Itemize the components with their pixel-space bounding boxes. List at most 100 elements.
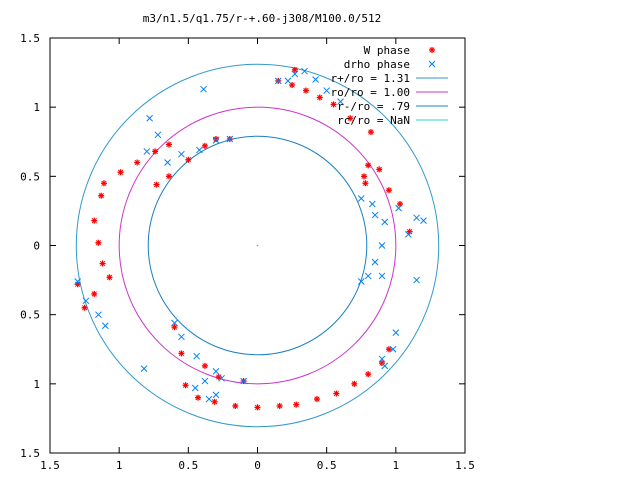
point-stroke — [134, 159, 140, 166]
point-stroke — [91, 217, 97, 224]
drho-phase-point — [312, 76, 319, 83]
drho-phase-point — [378, 355, 386, 363]
point-stroke — [216, 374, 222, 380]
drho-phase-point — [240, 377, 248, 385]
y-tick-label: 0 — [33, 240, 40, 253]
point-stroke — [351, 381, 357, 387]
drho-phase-point — [193, 352, 200, 360]
point-stroke — [98, 193, 104, 199]
cross-stroke — [171, 319, 178, 327]
cross-stroke — [395, 204, 402, 212]
point-stroke — [91, 291, 97, 297]
legend-cross-marker — [428, 60, 436, 68]
cross-stroke — [178, 150, 185, 158]
drho-phase-point — [154, 131, 162, 139]
w-phase-point — [365, 162, 372, 169]
drho-phase-point — [291, 70, 299, 78]
drho-phase-point — [378, 242, 386, 249]
w-phase-point — [165, 141, 172, 148]
cross-stroke — [240, 377, 248, 385]
w-phase-point — [106, 274, 113, 281]
point-stroke — [361, 173, 367, 179]
w-phase-point — [98, 192, 105, 199]
cross-stroke — [164, 159, 171, 166]
cross-stroke — [212, 368, 220, 375]
drho-phase-point — [371, 211, 379, 219]
point-stroke — [99, 260, 106, 267]
point-stroke — [202, 143, 208, 149]
drho-phase-point — [381, 362, 389, 370]
point-stroke — [185, 157, 191, 163]
data-series — [74, 66, 427, 411]
drho-phase-point — [74, 278, 82, 285]
drho-phase-point — [395, 204, 402, 212]
w-phase-point — [365, 371, 372, 378]
radius-circle — [118, 106, 397, 385]
cross-stroke — [381, 218, 389, 226]
drho-phase-point — [389, 345, 397, 353]
radius-circle — [75, 63, 440, 428]
point-stroke — [101, 180, 107, 186]
cross-stroke — [323, 87, 331, 94]
cross-stroke — [200, 85, 207, 93]
drho-phase-point — [274, 77, 282, 85]
point-stroke — [317, 94, 323, 101]
point-stroke — [362, 180, 369, 186]
cross-stroke — [201, 377, 209, 385]
cross-stroke — [291, 70, 299, 78]
cross-stroke — [146, 114, 153, 122]
point-stroke — [365, 162, 371, 168]
drho-phase-point — [143, 148, 151, 155]
point-stroke — [232, 403, 239, 409]
cross-stroke — [413, 214, 420, 222]
point-stroke — [293, 401, 299, 408]
x-tick-label: 1 — [116, 459, 123, 472]
drho-phase-point — [140, 365, 148, 372]
point-stroke — [292, 67, 298, 73]
w-phase-point — [362, 180, 369, 187]
w-phase-point — [232, 402, 239, 409]
drho-phase-point — [200, 85, 207, 93]
cross-stroke — [274, 77, 282, 85]
w-phase-point — [99, 260, 106, 267]
y-tick-label: 1 — [33, 101, 40, 114]
w-phase-point — [213, 135, 219, 142]
point-stroke — [376, 166, 382, 173]
drho-phase-point — [178, 150, 185, 158]
cross-stroke — [378, 272, 386, 280]
drho-phase-point — [378, 272, 386, 280]
w-phase-point — [195, 394, 202, 401]
y-tick-label: 1.5 — [20, 447, 40, 460]
cross-stroke — [193, 352, 200, 360]
drho-phase-point — [101, 322, 109, 330]
drho-phase-point — [413, 276, 420, 284]
legend-point-marker — [429, 47, 435, 53]
drho-phase-point — [212, 137, 220, 144]
point-stroke — [368, 129, 374, 135]
legend-label: rc/ro = NaN — [337, 114, 410, 127]
radius-circle — [147, 135, 368, 356]
point-stroke — [106, 274, 113, 280]
cross-stroke — [284, 77, 292, 85]
w-phase-point — [293, 401, 300, 408]
drho-phase-point — [284, 77, 292, 85]
point-stroke — [195, 395, 201, 401]
w-phase-point — [91, 217, 98, 224]
cross-stroke — [212, 137, 220, 144]
w-phase-point — [171, 324, 178, 331]
y-tick-label: 0.5 — [20, 170, 40, 183]
w-phase-point — [178, 350, 185, 357]
cross-stroke — [312, 76, 319, 83]
drho-phase-point — [196, 146, 203, 154]
cross-stroke — [378, 355, 386, 363]
cross-stroke — [357, 278, 365, 285]
point-stroke — [289, 82, 295, 88]
cross-stroke — [154, 131, 162, 139]
point-stroke — [314, 396, 320, 402]
w-phase-point — [385, 346, 392, 353]
legend-label: W phase — [364, 44, 410, 57]
origin-dot — [256, 244, 259, 247]
point-stroke — [397, 201, 403, 207]
y-tick-label: 1.5 — [20, 32, 40, 45]
